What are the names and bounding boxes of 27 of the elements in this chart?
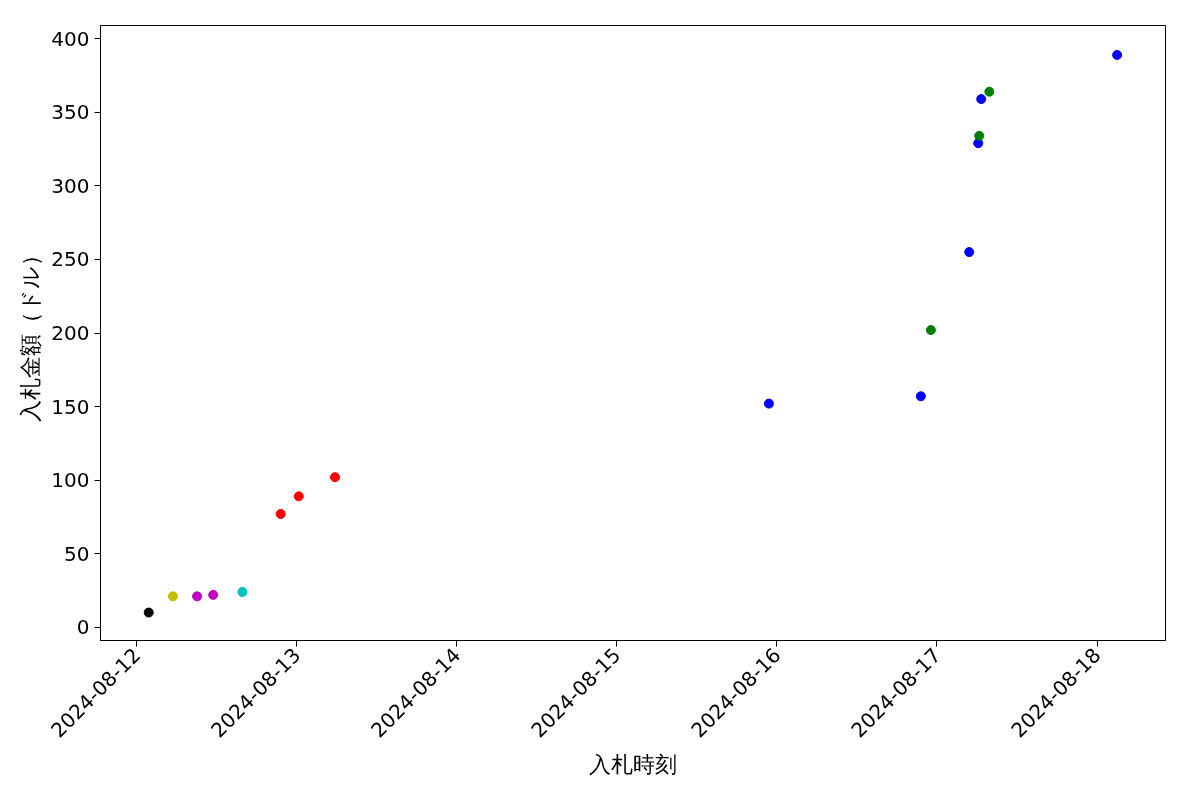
point xyxy=(275,508,286,519)
point xyxy=(143,607,154,618)
point xyxy=(763,398,774,409)
y-tick-label: 100 xyxy=(51,468,90,493)
point xyxy=(915,391,926,402)
point xyxy=(984,86,995,97)
y-tick-label: 150 xyxy=(51,394,90,419)
y-tick-label: 0 xyxy=(76,615,90,640)
y-axis-title: 入札金額（ドル） xyxy=(18,244,44,422)
y-tick-label: 200 xyxy=(51,321,90,345)
point xyxy=(974,130,985,141)
y-tick-label: 400 xyxy=(51,26,90,51)
y-tick-label: 50 xyxy=(64,541,90,566)
point xyxy=(293,491,304,502)
point xyxy=(1112,49,1123,60)
y-tick-label: 350 xyxy=(51,100,90,125)
point xyxy=(976,94,987,105)
point xyxy=(925,325,936,336)
point xyxy=(208,589,219,600)
y-tick-label: 250 xyxy=(51,247,90,272)
x-axis-title: 入札時刻 xyxy=(589,751,677,777)
point xyxy=(237,586,248,597)
point xyxy=(964,247,975,258)
y-tick-label: 300 xyxy=(51,173,90,198)
point xyxy=(192,591,203,602)
point xyxy=(167,591,178,602)
point xyxy=(330,472,341,483)
